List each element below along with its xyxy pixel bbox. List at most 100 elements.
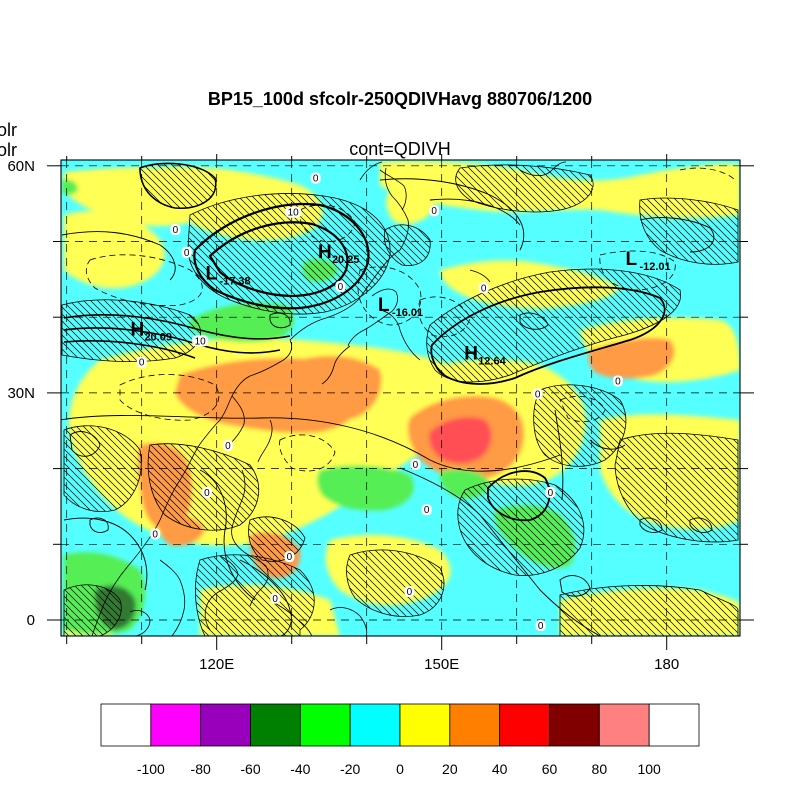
- contour-label: 0: [424, 505, 430, 516]
- extremum-value: -16.01: [392, 307, 423, 319]
- contour-line: [89, 517, 109, 533]
- x-tick-label: 120E: [199, 656, 234, 673]
- contour-line: [139, 162, 217, 209]
- coastline: [159, 559, 186, 636]
- contour-line: [269, 312, 291, 329]
- extrema-labels: H 20.25L -17.38L -16.01L -12.01H 20.09H 12.64: [130, 242, 670, 367]
- contour-label-bg: [170, 224, 181, 236]
- contour-label-bg: [335, 280, 346, 292]
- colorbar-tick-label: -20: [340, 761, 360, 777]
- colorbar-tick-label: 100: [637, 761, 661, 777]
- contour-line: [63, 314, 291, 340]
- contour-label: 0: [225, 441, 231, 452]
- contour-label-bg: [535, 620, 546, 632]
- hatch-region: [426, 268, 682, 383]
- hatch-region: [559, 585, 739, 636]
- contour-label-bg: [310, 172, 321, 184]
- hatch-region: [457, 478, 585, 576]
- extremum-value: -12.01: [639, 261, 670, 273]
- colorbar-tick-label: -40: [290, 761, 310, 777]
- extremum-marker: H: [464, 344, 478, 365]
- colorbar-box: [150, 703, 202, 747]
- contour-label-bg: [270, 592, 281, 604]
- contour-line: [519, 312, 549, 330]
- extremum-marker: H: [318, 242, 332, 263]
- contour-label: 0: [413, 460, 419, 471]
- contour-label-bg: [410, 458, 421, 470]
- contour-line: [679, 167, 736, 181]
- contour-label: 0: [152, 529, 158, 540]
- map-grid: [61, 160, 740, 636]
- colorbar-tick-label: 0: [396, 761, 404, 777]
- axis-ticks: [47, 154, 754, 650]
- y-tick-label: 60N: [7, 158, 35, 175]
- extremum-marker: L: [378, 295, 390, 316]
- coastline: [269, 599, 313, 636]
- contour-label-bg: [201, 486, 212, 498]
- contour-line: [418, 296, 471, 338]
- fill-region: [64, 211, 165, 289]
- contour-label-bg: [192, 335, 209, 347]
- contour-label: 0: [338, 282, 344, 293]
- colorbar-box: [299, 703, 351, 747]
- colorbar-box: [100, 703, 152, 747]
- extremum-value: -17.38: [219, 275, 250, 287]
- hatch-region: [63, 425, 142, 512]
- axis-labels: 120E 150E 180 60N 30N 0: [7, 158, 679, 673]
- colorbar-tick-label: -100: [137, 761, 165, 777]
- contour-label-bg: [181, 246, 192, 258]
- contour-line: [193, 203, 370, 310]
- contour-label: 0: [204, 488, 210, 499]
- extremum-value: 20.09: [144, 331, 172, 343]
- contour-label: 0: [287, 552, 293, 563]
- colorbar-box: [598, 703, 650, 747]
- contour-label-bg: [421, 504, 432, 516]
- hatch-region: [614, 432, 739, 543]
- fill-region: [300, 355, 382, 419]
- contour-line: [554, 409, 564, 501]
- extremum-value: 20.25: [332, 254, 360, 266]
- figure-title: BP15_100d sfcolr-250QDIVHavg 880706/1200: [208, 89, 592, 109]
- contour-line: [639, 217, 715, 253]
- map-area: [61, 160, 740, 636]
- colorbar-box: [349, 703, 401, 747]
- y-tick-label: 30N: [7, 385, 35, 402]
- contour-line: [559, 575, 591, 597]
- colorbar-tick-label: 20: [442, 761, 458, 777]
- contour-label-bg: [532, 388, 543, 400]
- coastline: [384, 167, 409, 251]
- contour-line: [399, 467, 601, 636]
- contour-line: [279, 434, 336, 472]
- colorbar-box: [648, 703, 700, 747]
- contour-line: [689, 517, 713, 533]
- coastlines: [91, 161, 567, 636]
- contour-line: [63, 340, 196, 359]
- coastline: [519, 161, 567, 176]
- contour-label: 0: [535, 389, 541, 400]
- coastline: [379, 309, 421, 361]
- coastline: [329, 607, 368, 636]
- contour-label: 0: [173, 225, 179, 236]
- contour-line: [599, 250, 676, 291]
- colorbar-tick-label: -80: [191, 761, 211, 777]
- left-label-2: olr: [0, 140, 17, 160]
- hatch-region: [455, 164, 594, 213]
- contour-label-bg: [284, 551, 295, 563]
- coastline: [321, 345, 351, 385]
- contour-label-bg: [136, 356, 147, 368]
- coastline: [257, 419, 273, 463]
- contour-label: 0: [615, 377, 621, 388]
- map-frame: [60, 159, 741, 637]
- contour-label: 0: [548, 488, 554, 499]
- x-tick-label: 180: [654, 656, 679, 673]
- contour-line: [119, 374, 220, 421]
- fill-region: [62, 179, 78, 195]
- coastline: [469, 269, 491, 283]
- left-label-1: olr: [0, 120, 17, 140]
- colorbar-tick-label: 80: [592, 761, 608, 777]
- contour-line: [69, 431, 101, 457]
- fill-region: [189, 303, 295, 343]
- colorbar-box: [549, 703, 600, 747]
- contour-line: [589, 439, 626, 450]
